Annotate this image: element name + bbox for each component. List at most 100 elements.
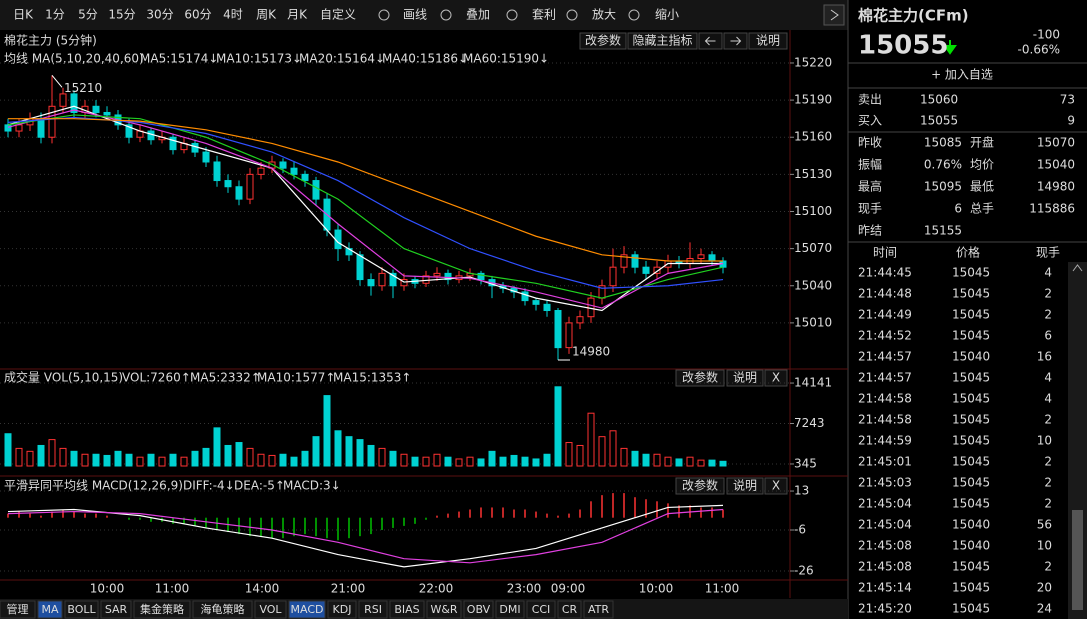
button[interactable] <box>579 32 627 50</box>
tab-label[interactable]: CCI <box>532 603 551 616</box>
tab-label[interactable]: OBV <box>467 603 491 616</box>
tab[interactable] <box>526 600 556 619</box>
trade-price: 15045 <box>952 308 990 322</box>
y-tick-label: 15070 <box>794 241 832 255</box>
candle-body <box>246 173 254 200</box>
tab[interactable] <box>495 600 525 619</box>
toolbar-item[interactable]: 4时 <box>223 8 243 22</box>
toolbar-item[interactable]: 缩小 <box>655 7 679 22</box>
button[interactable] <box>675 477 725 495</box>
toolbar-item[interactable]: 60分 <box>184 8 211 22</box>
button[interactable] <box>726 477 764 495</box>
volume-bar <box>609 430 617 467</box>
tab[interactable] <box>192 600 253 619</box>
toolbar-item[interactable]: 自定义 <box>320 7 356 22</box>
scroll-up[interactable] <box>1072 264 1083 272</box>
tab-label[interactable]: SAR <box>105 603 128 616</box>
trade-vol: 2 <box>1044 560 1052 574</box>
button-label[interactable]: X <box>772 479 780 493</box>
button-label[interactable]: 改参数 <box>585 33 621 48</box>
scroll-thumb[interactable] <box>1072 510 1083 610</box>
tab-label[interactable]: KDJ <box>333 603 352 616</box>
tab[interactable] <box>64 600 99 619</box>
x-tick-label: 11:00 <box>705 582 740 596</box>
tab[interactable] <box>426 600 462 619</box>
y-tick-label: 13 <box>794 484 809 498</box>
toolbar-item[interactable]: 30分 <box>146 8 173 22</box>
stat-label: 总手 <box>970 202 994 216</box>
toolbar-item[interactable]: 画线 <box>403 8 427 22</box>
button-label[interactable]: 说明 <box>733 478 757 493</box>
toolbar-item[interactable]: 套利 <box>532 8 556 22</box>
tab[interactable] <box>133 600 191 619</box>
button[interactable] <box>764 369 788 387</box>
add-watch[interactable]: + 加入自选 <box>931 68 993 82</box>
tab[interactable] <box>37 600 63 619</box>
tab-label[interactable]: BIAS <box>394 603 419 616</box>
trade-price: 15040 <box>952 539 990 553</box>
tab-label[interactable]: ATR <box>588 603 609 616</box>
toolbar-item[interactable]: 日K <box>13 8 34 22</box>
button[interactable] <box>675 369 725 387</box>
tab-label[interactable]: MACD <box>291 603 324 616</box>
volume-bar <box>697 459 705 467</box>
button-label[interactable]: 改参数 <box>682 370 718 385</box>
tab[interactable] <box>288 600 326 619</box>
tab[interactable] <box>463 600 494 619</box>
tab-label[interactable]: 集金策略 <box>140 602 184 616</box>
toolbar-item[interactable]: 放大 <box>592 7 616 22</box>
button[interactable] <box>627 32 698 50</box>
toolbar-item[interactable]: 5分 <box>78 8 98 22</box>
volume-bar <box>356 439 364 467</box>
tab-label[interactable]: DMI <box>499 603 520 616</box>
y-tick-label: 14141 <box>794 376 832 390</box>
candle-body <box>290 167 298 175</box>
trade-price: 15040 <box>952 518 990 532</box>
button-label[interactable]: X <box>772 371 780 385</box>
book-label: 买入 <box>858 114 882 128</box>
tab[interactable] <box>557 600 582 619</box>
y-tick-label: 15190 <box>794 93 832 107</box>
toolbar-scroll[interactable] <box>823 4 845 26</box>
button-label[interactable]: 改参数 <box>682 478 718 493</box>
toolbar-item[interactable]: 15分 <box>108 8 135 22</box>
ma-legend: MA60:15190↓ <box>463 52 549 66</box>
volume-bar <box>70 450 78 467</box>
toolbar-item[interactable]: 1分 <box>45 8 65 22</box>
tab[interactable] <box>100 600 132 619</box>
tab-label[interactable]: BOLL <box>67 603 96 616</box>
volume-bar <box>114 450 122 467</box>
button-label[interactable]: 隐藏主指标 <box>632 33 692 48</box>
tab[interactable] <box>254 600 287 619</box>
tab-label[interactable]: VOL <box>259 603 282 616</box>
tab-label[interactable]: RSI <box>364 603 382 616</box>
toolbar-icon <box>506 9 518 21</box>
tab-label[interactable]: CR <box>562 603 578 616</box>
tab[interactable] <box>327 600 357 619</box>
button[interactable] <box>748 32 788 50</box>
toolbar-item[interactable]: 周K <box>256 8 277 22</box>
ma-legend: MA40:15186↓ <box>382 52 468 66</box>
tab-label[interactable]: W&R <box>430 603 457 616</box>
high-label: 15210 <box>64 81 102 95</box>
button-label[interactable]: 说明 <box>733 370 757 385</box>
button[interactable] <box>726 369 764 387</box>
tab-label[interactable]: MA <box>41 603 58 616</box>
toolbar-item[interactable]: 叠加 <box>466 8 490 22</box>
button[interactable] <box>764 477 788 495</box>
ma-line <box>7 109 724 309</box>
x-tick-label: 10:00 <box>90 582 125 596</box>
tab-label[interactable]: 海龟策略 <box>201 602 245 616</box>
tab[interactable] <box>0 600 36 619</box>
toolbar-item[interactable]: 月K <box>287 8 308 22</box>
tab[interactable] <box>389 600 425 619</box>
candle-body <box>37 118 45 138</box>
tab[interactable] <box>583 600 614 619</box>
stat-value: 6 <box>954 202 962 216</box>
trades-header: 时间 <box>873 246 897 260</box>
volume-bar <box>433 453 441 467</box>
tab[interactable] <box>358 600 388 619</box>
button-label[interactable]: 说明 <box>756 33 780 48</box>
tab-label[interactable]: 管理 <box>7 602 29 616</box>
